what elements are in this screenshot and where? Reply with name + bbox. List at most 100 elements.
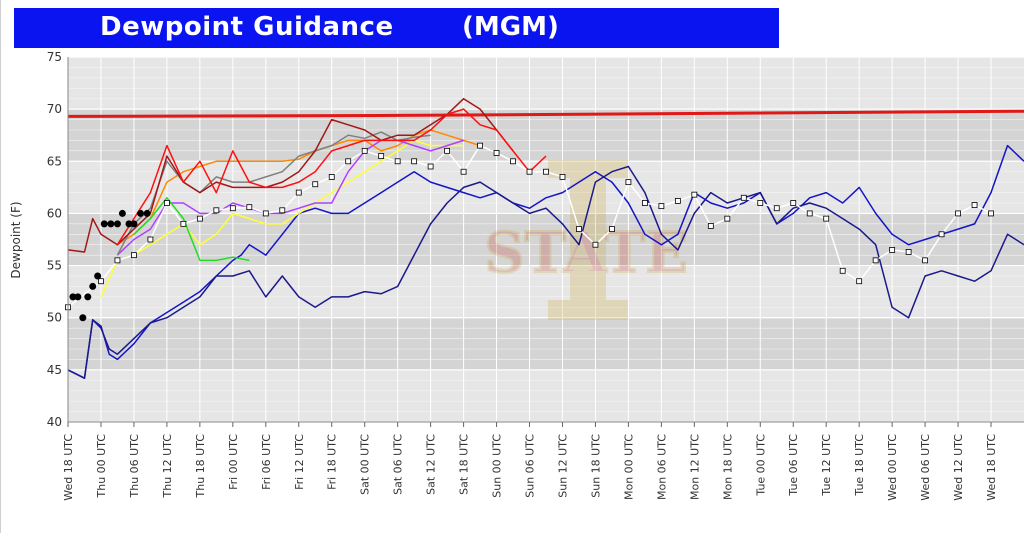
- x-tick-label: Tue 18 UTC: [853, 434, 866, 497]
- mean-marker: [922, 257, 929, 264]
- mean-marker: [592, 241, 599, 248]
- x-tick-label: Thu 12 UTC: [161, 434, 174, 499]
- series-line: [67, 97, 514, 253]
- x-tick-label: Tue 06 UTC: [787, 434, 800, 497]
- x-tick-label: Mon 00 UTC: [622, 434, 635, 500]
- observed-point: [107, 220, 115, 228]
- frame-border: [0, 0, 1, 533]
- chart-title: Dewpoint Guidance: [100, 12, 394, 42]
- x-tick-label: Wed 18 UTC: [985, 434, 998, 501]
- mean-marker: [295, 189, 302, 196]
- series-line: [116, 108, 547, 246]
- chart-series-layer: [65, 97, 1024, 379]
- x-tick-label: Sun 12 UTC: [556, 434, 569, 498]
- x-tick-label: Fri 18 UTC: [326, 434, 339, 490]
- observed-point: [118, 209, 126, 217]
- x-tick-label: Wed 00 UTC: [886, 434, 899, 501]
- y-tick-label: 65: [47, 154, 62, 168]
- observed-point: [84, 293, 92, 301]
- x-tick-label: Sat 12 UTC: [425, 434, 438, 495]
- mean-marker: [229, 205, 236, 212]
- mean-marker: [889, 247, 896, 253]
- mean-marker: [872, 257, 879, 264]
- x-tick-label: Thu 00 UTC: [95, 434, 108, 499]
- mean-marker: [427, 163, 434, 170]
- series-line: [116, 139, 464, 256]
- x-tick-label: Mon 18 UTC: [721, 434, 734, 500]
- station-code: (MGM): [462, 12, 559, 42]
- mean-marker: [526, 168, 533, 175]
- y-axis: 40 45 50 55 60 65 70 75: [47, 50, 69, 429]
- mean-marker: [576, 226, 582, 232]
- observed-point: [113, 220, 121, 228]
- series-line: [133, 197, 250, 262]
- mean-marker: [938, 231, 945, 238]
- observed-point: [130, 220, 138, 228]
- x-tick-label: Sun 00 UTC: [491, 434, 504, 498]
- mean-marker: [312, 181, 319, 188]
- y-tick-label: 70: [47, 102, 62, 116]
- y-tick-label: 60: [47, 206, 62, 220]
- mean-marker: [163, 200, 170, 206]
- mean-marker: [543, 168, 549, 175]
- mean-marker: [625, 179, 632, 186]
- x-tick-label: Wed 12 UTC: [952, 434, 965, 501]
- mean-marker: [180, 220, 187, 227]
- mean-marker: [279, 207, 286, 214]
- mean-marker: [988, 210, 994, 217]
- isu-logo-watermark: STATE: [483, 160, 689, 320]
- mean-marker: [609, 226, 615, 232]
- x-tick-label: Sat 00 UTC: [359, 434, 372, 495]
- mean-marker: [806, 210, 813, 217]
- mean-marker: [114, 257, 121, 264]
- series-line: [67, 165, 1024, 379]
- mean-marker: [460, 168, 467, 175]
- mean-marker: [213, 207, 220, 214]
- mean-marker: [691, 191, 698, 198]
- y-tick-label: 75: [47, 50, 62, 64]
- series-line: [67, 109, 1024, 118]
- x-tick-label: Fri 06 UTC: [260, 434, 273, 490]
- x-tick-label: Sun 18 UTC: [589, 434, 602, 498]
- mean-marker: [856, 278, 863, 285]
- x-axis: Wed 18 UTC Thu 00 UTC Thu 06 UTC Thu 12 UTC…: [62, 421, 1024, 501]
- mean-marker: [246, 204, 253, 211]
- mean-marker: [707, 223, 714, 229]
- mean-marker: [674, 198, 681, 204]
- x-tick-label: Mon 06 UTC: [655, 434, 668, 500]
- mean-marker: [262, 210, 269, 217]
- mean-marker: [658, 203, 665, 210]
- y-tick-label: 50: [47, 311, 62, 325]
- mean-marker: [757, 200, 764, 206]
- observed-point: [100, 220, 108, 228]
- x-tick-label: Sun 06 UTC: [524, 434, 537, 498]
- mean-marker: [823, 215, 830, 222]
- x-tick-label: Thu 18 UTC: [194, 434, 207, 499]
- band: [68, 213, 1024, 266]
- mean-marker: [361, 147, 368, 154]
- y-tick-label: 40: [47, 415, 62, 429]
- mean-marker: [905, 249, 912, 255]
- series-line: [116, 131, 431, 256]
- title-banner: Dewpoint Guidance (MGM): [14, 8, 779, 48]
- x-tick-label: Sat 06 UTC: [392, 434, 405, 495]
- band: [68, 317, 1024, 370]
- x-tick-label: Mon 12 UTC: [688, 434, 701, 500]
- x-tick-label: Sat 18 UTC: [458, 434, 471, 495]
- mean-marker: [98, 278, 104, 285]
- mean-marker: [493, 150, 500, 156]
- mean-marker: [147, 236, 154, 243]
- mean-marker: [839, 267, 846, 274]
- observed-point: [125, 220, 133, 228]
- mean-marker: [790, 200, 797, 206]
- observed-point: [143, 209, 151, 217]
- mean-marker: [724, 215, 731, 222]
- y-axis-label: Dewpoint (F): [9, 201, 23, 278]
- observed-point: [137, 209, 145, 217]
- x-tick-label: Wed 18 UTC: [62, 434, 75, 501]
- mean-marker: [444, 147, 451, 154]
- x-tick-label: Wed 06 UTC: [919, 434, 932, 501]
- mean-marker: [773, 205, 780, 212]
- mean-marker: [955, 210, 961, 217]
